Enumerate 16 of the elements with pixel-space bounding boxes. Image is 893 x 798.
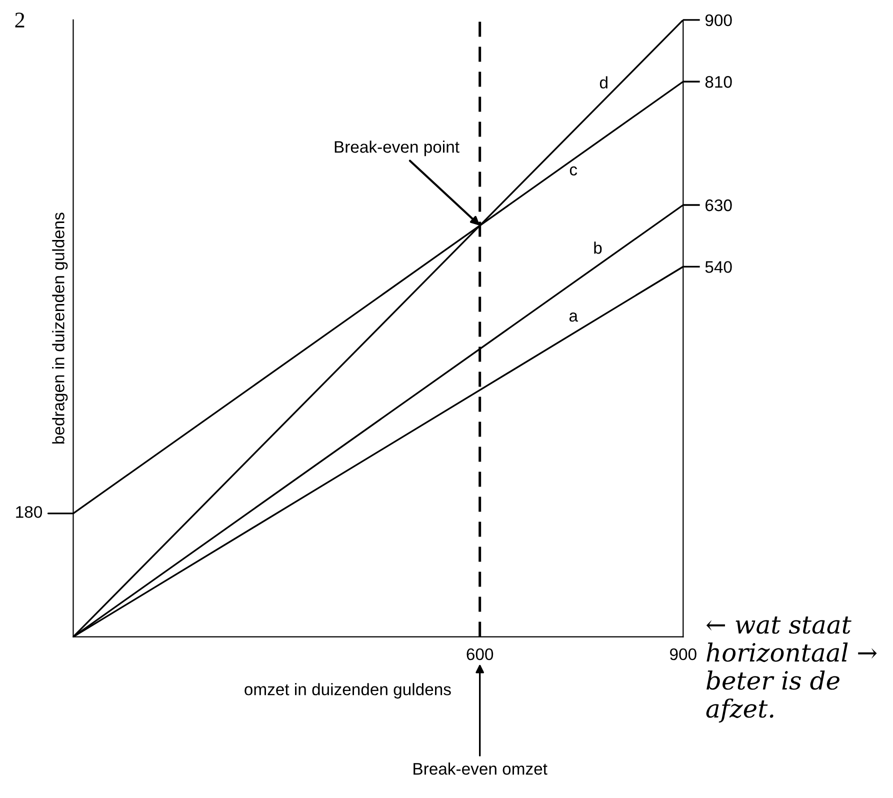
series-label: a (569, 312, 578, 322)
x-axis-title: omzet in duizenden guldens (244, 683, 451, 699)
text: Break-even omzet (414, 762, 548, 775)
text: ← wat staat horizontaal → beter is de afzet. (706, 616, 877, 723)
text: 2 (15, 12, 24, 28)
series-label: b (594, 242, 602, 254)
y-tick-label: 810 (705, 76, 732, 88)
y-axis-title: bedragen in duizenden guldens (52, 212, 68, 444)
annotation: Break-even point (334, 140, 460, 156)
y-tick-label: 900 (705, 14, 732, 26)
y-tick-label: 630 (706, 199, 732, 212)
y-tick-label: 540 (705, 261, 732, 273)
annotation: 180 (16, 506, 42, 518)
series-label: d (600, 76, 608, 89)
series-label: c (570, 166, 578, 176)
x-tick-label: 600 (466, 648, 494, 660)
